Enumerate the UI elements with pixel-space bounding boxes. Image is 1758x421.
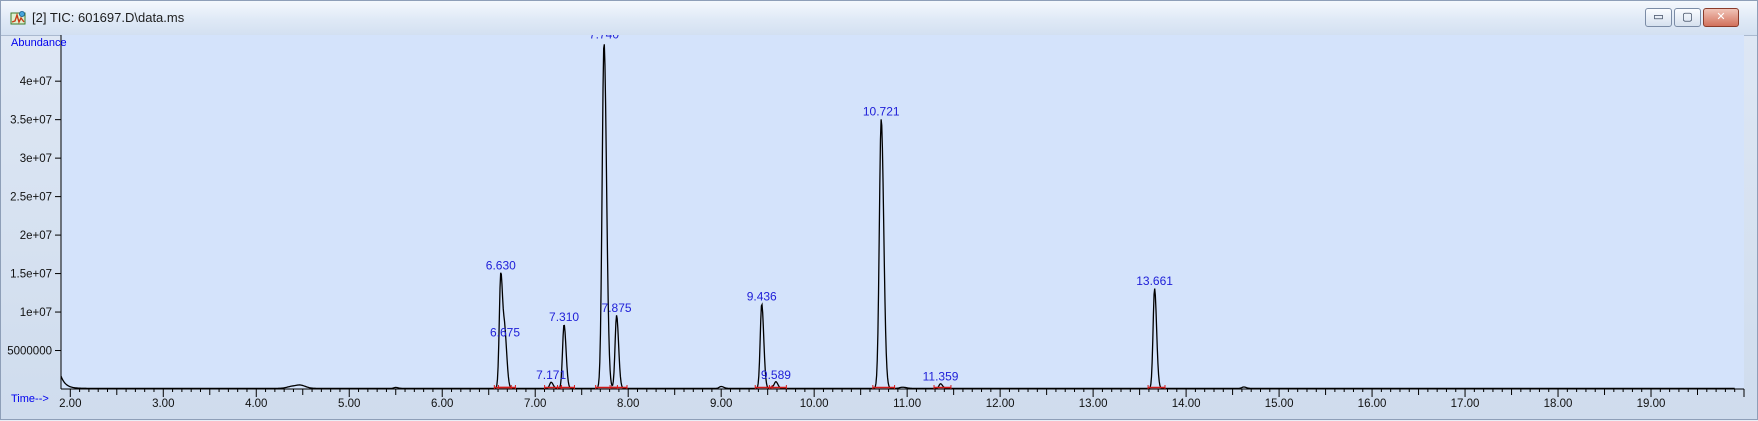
y-tick-label: 4e+07 <box>20 76 52 88</box>
x-tick-label: 2.00 <box>59 398 81 410</box>
y-tick-label: 2.5e+07 <box>10 192 52 204</box>
y-tick-label: 1.5e+07 <box>10 269 52 281</box>
close-button[interactable]: ✕ <box>1703 8 1739 27</box>
window-title: [2] TIC: 601697.D\data.ms <box>32 10 185 25</box>
x-tick-label: 18.00 <box>1544 398 1573 410</box>
x-tick-label: 10.00 <box>800 398 829 410</box>
x-axis-ticks: 2.00 3.00 4.00 5.00 6.00 7.00 8.00 9.00 10.00 11.… <box>59 389 1745 410</box>
peak-labels: 6.630 6.675 7.171 7.310 7.740 7.875 9.436 9.589… <box>486 35 1173 383</box>
x-tick-label: 7.00 <box>524 398 546 410</box>
x-tick-label: 11.00 <box>893 398 921 410</box>
y-tick-label: 5000000 <box>7 346 52 358</box>
peak-label: 13.661 <box>1136 274 1173 288</box>
restore-button[interactable]: ▢ <box>1674 8 1701 27</box>
peak-label: 9.589 <box>761 368 791 382</box>
y-tick-label: 2e+07 <box>20 230 52 242</box>
chromatogram-app-icon <box>10 11 26 25</box>
window-controls: ▭ ▢ ✕ <box>1645 8 1739 27</box>
peak-label: 6.675 <box>490 326 520 340</box>
peak-label: 10.721 <box>863 105 900 119</box>
x-tick-label: 12.00 <box>986 398 1015 410</box>
x-tick-label: 3.00 <box>152 398 174 410</box>
title-bar[interactable]: [2] TIC: 601697.D\data.ms ▭ ▢ ✕ <box>1 1 1757 36</box>
y-tick-label: 1e+07 <box>20 307 52 319</box>
y-axis-title: Abundance <box>11 37 67 49</box>
x-tick-label: 15.00 <box>1265 398 1294 410</box>
minimize-button[interactable]: ▭ <box>1645 8 1672 27</box>
tic-chromatogram-chart[interactable]: 5000000 1e+07 1.5e+07 2e+07 2.5e+07 3e+07 3.5e… <box>1 35 1758 421</box>
x-tick-label: 17.00 <box>1451 398 1480 410</box>
peak-label: 6.630 <box>486 259 516 273</box>
peak-label: 7.875 <box>602 301 632 315</box>
x-tick-label: 8.00 <box>617 398 639 410</box>
x-tick-label: 13.00 <box>1079 398 1108 410</box>
tic-trace <box>60 44 1735 390</box>
peak-label: 9.436 <box>747 289 777 303</box>
peak-label: 11.359 <box>923 369 959 383</box>
x-tick-label: 9.00 <box>710 398 732 410</box>
plot-background <box>61 35 1744 389</box>
peak-label: 7.171 <box>536 368 566 382</box>
x-tick-label: 5.00 <box>338 398 360 410</box>
y-tick-label: 3e+07 <box>20 153 52 165</box>
x-tick-label: 6.00 <box>431 398 453 410</box>
chart-area: 5000000 1e+07 1.5e+07 2e+07 2.5e+07 3e+07 3.5e… <box>1 35 1758 421</box>
peak-label: 7.310 <box>549 310 579 324</box>
peak-label: 7.740 <box>589 35 619 42</box>
x-tick-label: 19.00 <box>1637 398 1666 410</box>
x-axis-title: Time--> <box>11 393 49 405</box>
x-tick-label: 16.00 <box>1358 398 1387 410</box>
x-tick-label: 14.00 <box>1172 398 1201 410</box>
x-tick-label: 4.00 <box>245 398 267 410</box>
tic-trace-line <box>60 44 1735 390</box>
y-axis-ticks: 5000000 1e+07 1.5e+07 2e+07 2.5e+07 3e+07 3.5e… <box>7 76 61 358</box>
y-tick-label: 3.5e+07 <box>10 115 52 127</box>
